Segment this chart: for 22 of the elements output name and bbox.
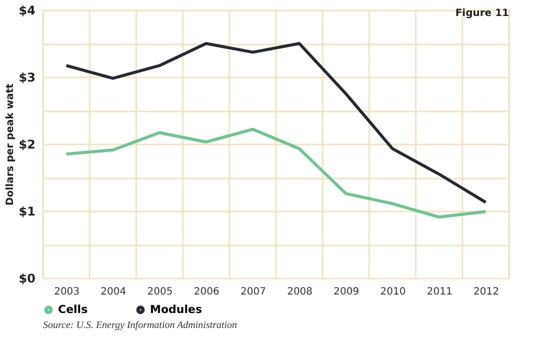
x-tick-label: 2012 [473,286,499,298]
x-tick-label: 2009 [334,286,360,298]
x-tick-label: 2008 [287,286,313,298]
x-tick-label: 2006 [194,286,220,298]
line-series [64,42,488,204]
x-tick-label: 2011 [426,286,452,298]
x-tick-label: 2004 [100,286,126,298]
x-tick-label: 2005 [147,286,173,298]
y-tick-label: $2 [18,138,36,152]
x-tick-label: 2003 [54,286,80,298]
y-tick-label: $0 [18,272,36,286]
y-tick-label: $3 [18,70,36,84]
line-series [64,128,488,219]
legend-label: Cells [58,302,88,316]
y-axis-title: Dollars per peak watt [4,83,16,206]
legend-label: Modules [150,302,202,316]
source-note: Source: U.S. Energy Information Administration [43,320,238,331]
y-tick-label: $1 [18,204,36,218]
chart-title: Figure 11 [455,8,510,19]
x-tick-label: 2007 [240,286,266,298]
x-tick-label: 2010 [380,286,406,298]
y-tick-label: $4 [18,4,36,18]
